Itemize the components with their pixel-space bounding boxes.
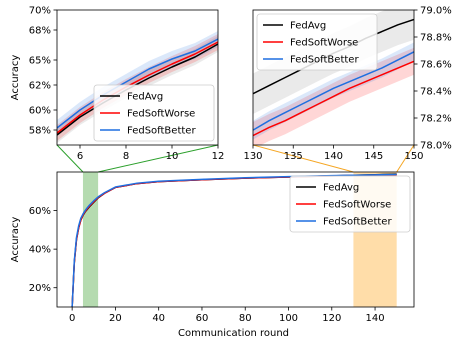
- zoom-connector-line: [396, 144, 415, 173]
- axes-frame: [56, 9, 219, 146]
- x-tick-label: 60: [196, 313, 209, 324]
- y-tick-label: 58%: [29, 126, 51, 137]
- y-axis-label: Accuracy: [10, 217, 21, 263]
- x-tick-label: 6: [77, 151, 83, 162]
- x-tick-label: 10: [166, 151, 179, 162]
- legend-label-fedsoftbetter: FedSoftBetter: [290, 55, 359, 66]
- highlight-region-1: [82, 172, 99, 307]
- series-line-fedavg: [57, 43, 218, 136]
- series-line-fedsoftworse: [57, 41, 218, 134]
- legend-box: [289, 175, 411, 233]
- legend-label-fedsoftworse: FedSoftWorse: [323, 200, 391, 211]
- x-tick-label: 100: [279, 313, 298, 324]
- y-tick-label: 20%: [29, 283, 51, 294]
- y-tick-label: 79.0%: [420, 6, 452, 17]
- y-tick-label: 65%: [29, 56, 51, 67]
- y-tick-label: 60%: [29, 106, 51, 117]
- x-tick-label: 140: [366, 313, 385, 324]
- y-tick-label: 62%: [29, 81, 51, 92]
- x-tick-label: 150: [404, 151, 423, 162]
- y-tick-label: 78.2%: [420, 114, 452, 125]
- legend-box: [256, 13, 378, 71]
- zoom-connector-line: [97, 144, 219, 173]
- series-line-fedsoftbetter: [253, 51, 414, 131]
- x-tick-label: 140: [324, 151, 343, 162]
- x-axis-label: Communication round: [178, 328, 289, 339]
- x-tick-label: 135: [284, 151, 303, 162]
- x-tick-label: 145: [364, 151, 383, 162]
- x-tick-label: 12: [212, 151, 225, 162]
- legend-label-fedsoftbetter: FedSoftBetter: [127, 126, 196, 137]
- main-chart: 0 20 40 60 80 100 120 140 20% 40% 60% Accuracy Commu…: [10, 171, 415, 339]
- series-line-fedsoftbetter: [71, 173, 397, 307]
- legend-label-fedavg: FedAvg: [127, 92, 163, 103]
- legend-label-fedsoftbetter: FedSoftBetter: [323, 217, 392, 228]
- x-tick-label: 0: [69, 313, 75, 324]
- y-tick-label: 70%: [29, 6, 51, 17]
- zoom-connectors: [56, 144, 415, 173]
- y-tick-label: 78.0%: [420, 141, 452, 152]
- legend-label-fedsoftworse: FedSoftWorse: [127, 109, 195, 120]
- legend-label-fedavg: FedAvg: [323, 183, 359, 194]
- legend-label-fedsoftworse: FedSoftWorse: [290, 38, 358, 49]
- y-axis-label: Accuracy: [10, 55, 21, 101]
- zoom-connector-line: [252, 144, 354, 173]
- y-tick-label: 78.4%: [420, 87, 452, 98]
- legend: FedAvg FedSoftWorse FedSoftBetter: [256, 13, 378, 71]
- x-tick-label: 20: [109, 313, 122, 324]
- series-line-fedsoftworse: [253, 60, 414, 137]
- x-tick-label: 80: [239, 313, 252, 324]
- legend: FedAvg FedSoftWorse FedSoftBetter: [289, 175, 411, 233]
- x-tick-label: 130: [243, 151, 262, 162]
- y-tick-label: 78.6%: [420, 60, 452, 71]
- y-tick-label: 78.8%: [420, 33, 452, 44]
- axes-frame: [56, 171, 415, 308]
- legend-box: [93, 84, 215, 142]
- x-tick-label: 40: [152, 313, 165, 324]
- x-tick-label: 120: [322, 313, 341, 324]
- y-tick-label: 40%: [29, 245, 51, 256]
- legend: FedAvg FedSoftWorse FedSoftBetter: [93, 84, 215, 142]
- legend-label-fedavg: FedAvg: [290, 21, 326, 32]
- y-tick-label: 60%: [29, 206, 51, 217]
- zoom-connector-line: [56, 144, 84, 173]
- series-line-fedsoftbetter: [57, 38, 218, 129]
- x-tick-label: 8: [123, 151, 129, 162]
- y-tick-label: 68%: [29, 26, 51, 37]
